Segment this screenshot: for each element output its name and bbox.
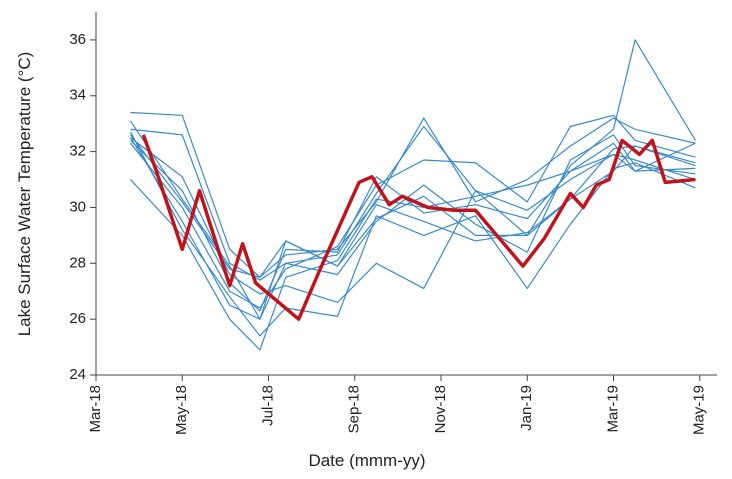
series-line [130, 111, 696, 278]
y-tick-label: 36 [69, 31, 86, 48]
series-line [129, 120, 696, 320]
x-tick-label: Sep-18 [346, 385, 363, 433]
x-tick-label: Nov-18 [432, 385, 449, 433]
series-line [129, 131, 696, 337]
x-tick-label: May-19 [691, 385, 708, 435]
series-line [129, 39, 696, 320]
y-tick-label: 34 [69, 87, 86, 104]
y-tick-label: 28 [69, 254, 86, 271]
series-line [130, 137, 696, 303]
x-tick-label: Mar-19 [604, 385, 621, 433]
x-tick-label: Mar-18 [87, 385, 104, 433]
x-tick-label: May-18 [173, 385, 190, 435]
series-line [141, 134, 696, 321]
y-axis-label: Lake Surface Water Temperature (°C) [15, 52, 34, 337]
y-tick-label: 26 [69, 310, 86, 327]
y-tick-label: 24 [69, 366, 86, 383]
x-axis-label: Date (mmm-yy) [308, 451, 425, 470]
x-tick-label: Jul-18 [259, 385, 276, 426]
x-tick-label: Jan-19 [518, 385, 535, 431]
y-tick-label: 30 [69, 198, 86, 215]
series-line [130, 114, 696, 309]
y-tick-label: 32 [69, 143, 86, 160]
